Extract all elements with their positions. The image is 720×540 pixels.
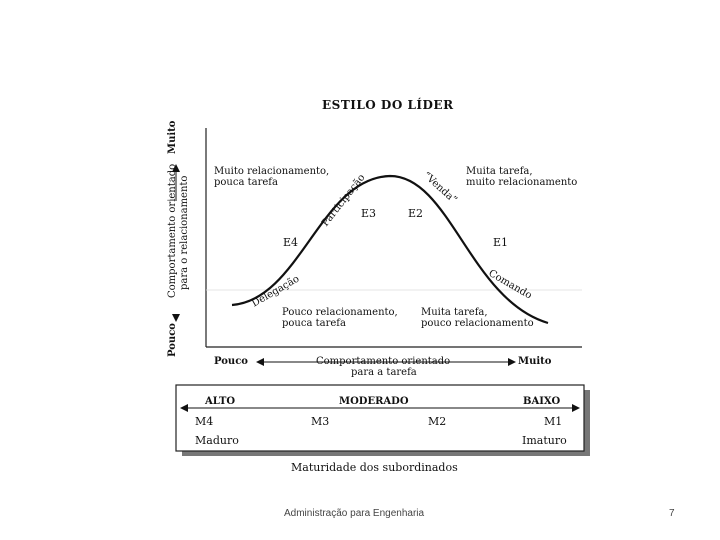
maturity-alto: ALTO <box>205 396 236 407</box>
leadership-curve <box>231 174 549 325</box>
maturity-baixo: BAIXO <box>523 396 561 407</box>
quadrant-top-left: Muito relacionamento, pouca tarefa <box>214 166 329 188</box>
maturity-m1: M1 <box>544 415 563 428</box>
maturity-moderado: MODERADO <box>339 396 409 407</box>
style-e4: E4 <box>283 236 299 249</box>
quadrant-bottom-left-line2: pouca tarefa <box>282 318 346 329</box>
footer-page-number: 7 <box>669 508 675 519</box>
x-arrowhead-left <box>256 358 264 366</box>
x-axis-label-line1: Comportamento orientado <box>316 356 451 367</box>
diagram-title: ESTILO DO LÍDER <box>322 98 454 112</box>
y-axis-high: Muito <box>167 120 178 154</box>
x-axis-high: Muito <box>518 356 552 367</box>
maturity-m3: M3 <box>311 415 330 428</box>
maturity-arrowhead-right <box>572 404 580 412</box>
y-arrowhead-up <box>172 164 180 172</box>
quadrant-top-right: Muita tarefa, muito relacionamento <box>466 166 577 188</box>
quadrant-top-right-line1: Muita tarefa, <box>466 166 533 177</box>
quadrant-bottom-right-line1: Muita tarefa, <box>421 307 488 318</box>
footer-course: Administração para Engenharia <box>284 508 425 519</box>
quadrant-top-right-line2: muito relacionamento <box>466 177 578 188</box>
x-arrowhead-right <box>508 358 516 366</box>
x-axis-label-line2: para a tarefa <box>351 367 417 378</box>
quadrant-bottom-left: Pouco relacionamento, pouca tarefa <box>282 307 398 329</box>
quadrant-top-left-line1: Muito relacionamento, <box>214 166 330 177</box>
quadrant-top-left-line2: pouca tarefa <box>214 177 278 188</box>
y-axis-label-line1: Comportamento orientado <box>167 163 178 298</box>
y-arrowhead-down <box>172 314 180 322</box>
maturity-arrowhead-left <box>180 404 188 412</box>
maturity-caption: Maturidade dos subordinados <box>291 461 458 474</box>
x-axis-low: Pouco <box>214 356 248 367</box>
style-e1: E1 <box>493 236 509 249</box>
maturity-box <box>175 384 585 452</box>
y-axis-low: Pouco <box>167 323 178 357</box>
style-e2: E2 <box>408 207 424 220</box>
style-e3: E3 <box>361 207 377 220</box>
quadrant-bottom-right: Muita tarefa, pouco relacionamento <box>421 307 534 329</box>
maturity-m4: M4 <box>195 415 214 428</box>
maturity-imaturo: Imaturo <box>522 434 567 447</box>
maturity-m2: M2 <box>428 415 447 428</box>
maturity-maduro: Maduro <box>195 434 239 447</box>
y-axis-label-line2: para o relacionamento <box>179 175 190 290</box>
quadrant-bottom-left-line1: Pouco relacionamento, <box>282 307 398 318</box>
quadrant-bottom-right-line2: pouco relacionamento <box>421 318 534 329</box>
